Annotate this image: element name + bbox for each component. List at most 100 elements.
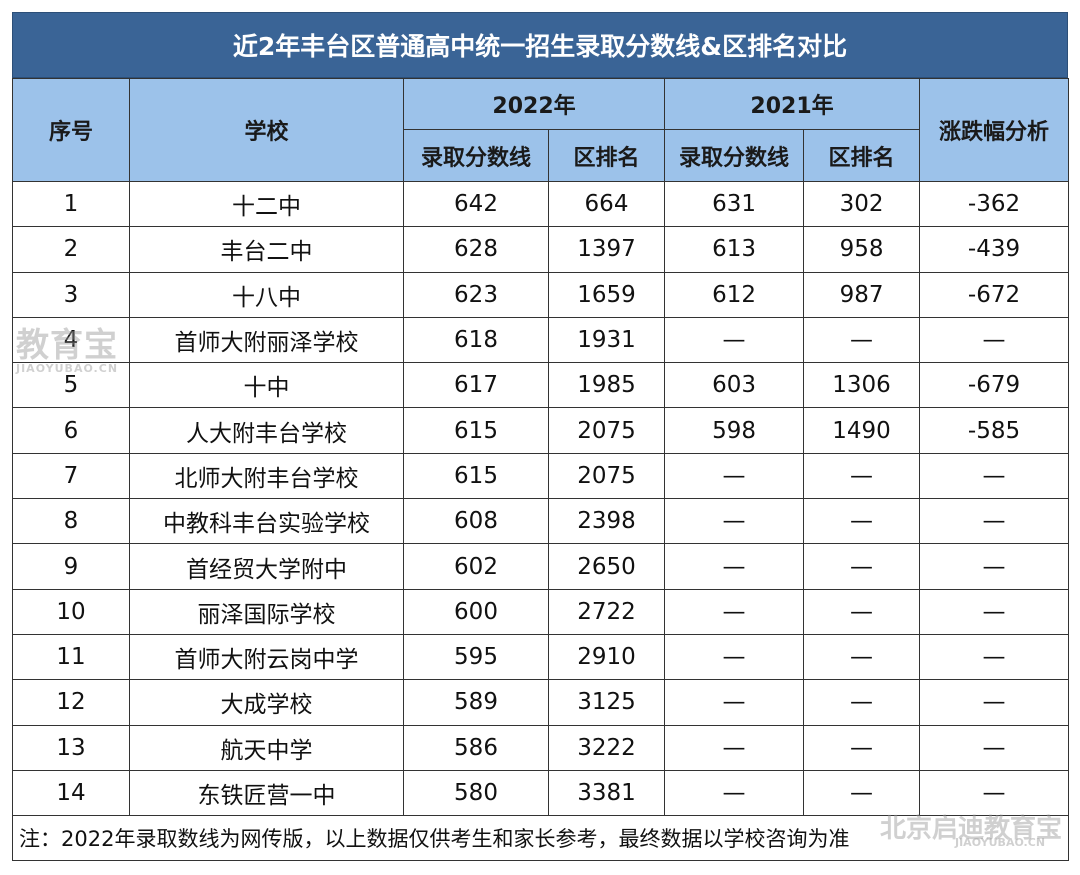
- cell-score-2021: 631: [664, 180, 805, 228]
- cell-score-2021: —: [664, 543, 805, 590]
- header-change: 涨跌幅分析: [919, 78, 1070, 182]
- cell-rank-2022: 2075: [547, 407, 666, 454]
- cell-rank-2021: 958: [803, 226, 921, 273]
- cell-rank-2022: 2910: [547, 633, 666, 681]
- cell-school: 十八中: [129, 271, 404, 318]
- cell-index: 14: [12, 769, 130, 817]
- cell-score-2021: —: [664, 633, 805, 681]
- cell-rank-2021: 1306: [803, 362, 921, 409]
- header-score-2021: 录取分数线: [664, 129, 805, 182]
- header-index: 序号: [12, 78, 130, 182]
- cell-rank-2022: 1659: [547, 271, 666, 318]
- cell-score-2022: 602: [403, 543, 549, 590]
- cell-score-2022: 580: [403, 769, 549, 817]
- table-title: 近2年丰台区普通高中统一招生录取分数线&区排名对比: [12, 12, 1068, 78]
- cell-index: 1: [12, 180, 130, 228]
- cell-school: 人大附丰台学校: [129, 407, 404, 454]
- score-comparison-document: 近2年丰台区普通高中统一招生录取分数线&区排名对比 序号 学校 2022年 20…: [11, 12, 1070, 862]
- header-rank-2021: 区排名: [803, 129, 921, 182]
- cell-school: 中教科丰台实验学校: [129, 498, 404, 545]
- table-row: 9 首经贸大学附中 602 2650 — — —: [12, 543, 1070, 590]
- cell-change: —: [919, 724, 1070, 771]
- cell-change: -362: [919, 180, 1070, 228]
- header-school: 学校: [129, 78, 404, 182]
- cell-rank-2022: 1931: [547, 316, 666, 364]
- cell-index: 2: [12, 226, 130, 273]
- cell-rank-2021: —: [803, 316, 921, 364]
- cell-change: —: [919, 769, 1070, 817]
- cell-school: 丽泽国际学校: [129, 588, 404, 635]
- table-row: 11 首师大附云岗中学 595 2910 — — —: [12, 633, 1070, 681]
- note-row: 注：2022年录取数线为网传版，以上数据仅供考生和家长参考，最终数据以学校咨询为…: [11, 815, 1070, 862]
- header-score-2022: 录取分数线: [403, 129, 549, 182]
- cell-index: 6: [12, 407, 130, 454]
- cell-score-2021: —: [664, 588, 805, 635]
- cell-change: -585: [919, 407, 1070, 454]
- cell-score-2022: 623: [403, 271, 549, 318]
- cell-index: 8: [12, 498, 130, 545]
- cell-score-2021: —: [664, 452, 805, 500]
- cell-school: 首经贸大学附中: [129, 543, 404, 590]
- cell-rank-2022: 2075: [547, 452, 666, 500]
- cell-index: 7: [12, 452, 130, 500]
- cell-score-2022: 642: [403, 180, 549, 228]
- cell-index: 4: [12, 316, 130, 364]
- cell-rank-2021: —: [803, 498, 921, 545]
- cell-score-2022: 628: [403, 226, 549, 273]
- cell-school: 十中: [129, 362, 404, 409]
- cell-rank-2021: —: [803, 452, 921, 500]
- cell-school: 首师大附云岗中学: [129, 633, 404, 681]
- cell-score-2022: 615: [403, 407, 549, 454]
- cell-index: 5: [12, 362, 130, 409]
- cell-change: —: [919, 452, 1070, 500]
- cell-index: 9: [12, 543, 130, 590]
- cell-rank-2022: 1985: [547, 362, 666, 409]
- cell-change: -679: [919, 362, 1070, 409]
- table-row: 4 首师大附丽泽学校 618 1931 — — —: [12, 316, 1070, 364]
- cell-score-2021: —: [664, 679, 805, 726]
- cell-school: 十二中: [129, 180, 404, 228]
- cell-rank-2021: 1490: [803, 407, 921, 454]
- table-row: 7 北师大附丰台学校 615 2075 — — —: [12, 452, 1070, 500]
- table-row: 12 大成学校 589 3125 — — —: [12, 679, 1070, 726]
- cell-rank-2021: —: [803, 588, 921, 635]
- score-table: 序号 学校 2022年 2021年 涨跌幅分析 录取分数线 区排名 录取分数线 …: [11, 78, 1070, 862]
- cell-school: 航天中学: [129, 724, 404, 771]
- cell-change: -439: [919, 226, 1070, 273]
- cell-rank-2021: —: [803, 633, 921, 681]
- cell-index: 3: [12, 271, 130, 318]
- cell-score-2021: 613: [664, 226, 805, 273]
- cell-rank-2022: 3125: [547, 679, 666, 726]
- cell-score-2022: 618: [403, 316, 549, 364]
- cell-rank-2021: —: [803, 543, 921, 590]
- cell-school: 东铁匠营一中: [129, 769, 404, 817]
- cell-score-2021: 598: [664, 407, 805, 454]
- cell-school: 大成学校: [129, 679, 404, 726]
- cell-rank-2021: —: [803, 679, 921, 726]
- table-row: 3 十八中 623 1659 612 987 -672: [12, 271, 1070, 318]
- cell-rank-2022: 3381: [547, 769, 666, 817]
- table-row: 14 东铁匠营一中 580 3381 — — —: [12, 769, 1070, 817]
- cell-score-2022: 600: [403, 588, 549, 635]
- cell-index: 13: [12, 724, 130, 771]
- cell-rank-2022: 2722: [547, 588, 666, 635]
- header-rank-2022: 区排名: [547, 129, 666, 182]
- table-row: 10 丽泽国际学校 600 2722 — — —: [12, 588, 1070, 635]
- cell-rank-2021: 302: [803, 180, 921, 228]
- cell-score-2022: 586: [403, 724, 549, 771]
- table-row: 2 丰台二中 628 1397 613 958 -439: [12, 226, 1070, 273]
- cell-school: 丰台二中: [129, 226, 404, 273]
- table-row: 13 航天中学 586 3222 — — —: [12, 724, 1070, 771]
- cell-score-2022: 589: [403, 679, 549, 726]
- cell-rank-2022: 664: [547, 180, 666, 228]
- table-row: 5 十中 617 1985 603 1306 -679: [12, 362, 1070, 409]
- cell-score-2022: 595: [403, 633, 549, 681]
- cell-school: 首师大附丽泽学校: [129, 316, 404, 364]
- cell-change: -672: [919, 271, 1070, 318]
- footnote: 注：2022年录取数线为网传版，以上数据仅供考生和家长参考，最终数据以学校咨询为…: [11, 815, 1070, 862]
- table-row: 6 人大附丰台学校 615 2075 598 1490 -585: [12, 407, 1070, 454]
- cell-change: —: [919, 633, 1070, 681]
- cell-score-2021: 603: [664, 362, 805, 409]
- cell-score-2022: 615: [403, 452, 549, 500]
- cell-score-2022: 617: [403, 362, 549, 409]
